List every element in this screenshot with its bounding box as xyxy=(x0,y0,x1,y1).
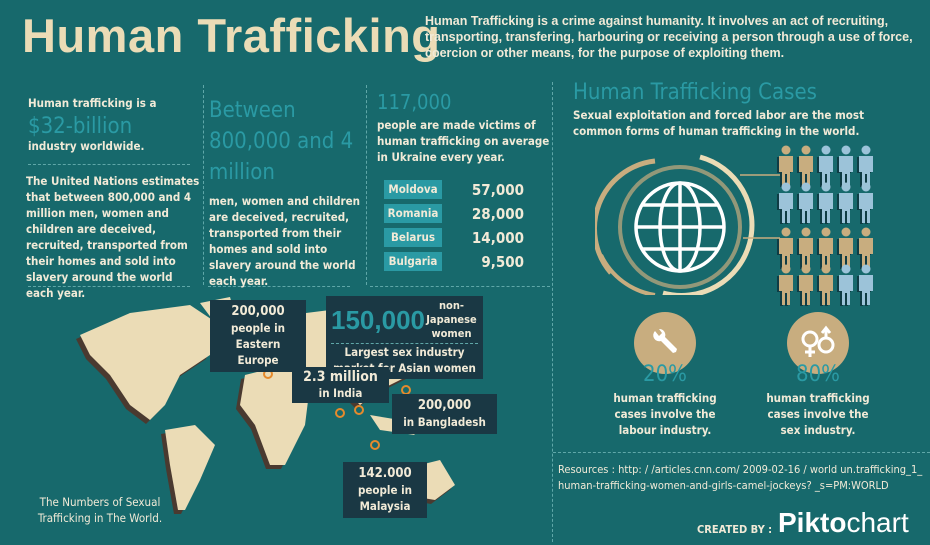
col1-highlight: $32-billion xyxy=(28,114,133,139)
map-caption: The Numbers of Sexual Trafficking in The… xyxy=(37,495,163,525)
divider xyxy=(203,85,204,285)
callout-number: 200,000 xyxy=(417,398,472,413)
country-row: Bulgaria 9,500 xyxy=(384,250,524,273)
col1-lead: Human trafficking is a xyxy=(28,96,157,110)
country-name: Belarus xyxy=(384,228,442,247)
country-name: Romania xyxy=(384,204,442,223)
labour-text: human trafficking cases involve the labo… xyxy=(613,391,717,437)
globe-icon xyxy=(595,154,780,295)
col3-highlight: 117,000 xyxy=(377,90,452,114)
callout-text: in Bangladesh xyxy=(403,415,486,429)
sex-text: human trafficking cases involve the sex … xyxy=(766,391,870,437)
location-pin[interactable] xyxy=(370,440,380,450)
country-row: Romania 28,000 xyxy=(384,202,524,225)
callout-number: 2.3 million xyxy=(303,369,378,385)
country-value: 57,000 xyxy=(471,180,524,199)
person-icon xyxy=(775,182,795,224)
callout-malaysia: 142.000 people in Malaysia xyxy=(343,462,427,518)
ring-arc xyxy=(662,154,755,295)
divider xyxy=(208,286,350,287)
labour-stat xyxy=(634,312,696,374)
person-icon xyxy=(835,182,855,224)
country-name: Moldova xyxy=(384,180,442,199)
callout-text: people in Eastern Europe xyxy=(230,321,285,367)
divider xyxy=(552,82,553,542)
person-icon xyxy=(795,182,815,224)
divider xyxy=(366,85,367,285)
divider xyxy=(370,286,550,287)
country-value: 28,000 xyxy=(471,204,524,223)
col2-body: men, women and children are deceived, re… xyxy=(209,194,360,288)
callout-number: 150,000 xyxy=(331,305,425,335)
country-value: 9,500 xyxy=(481,252,524,271)
callout-qualifier: non-Japanese women xyxy=(426,299,477,340)
person-icon xyxy=(835,145,855,187)
resources-text[interactable]: Resources : http: / /articles.cnn.com/ 2… xyxy=(558,463,923,492)
cases-subtitle: Sexual exploitation and forced labor are… xyxy=(573,108,865,138)
col1-body: The United Nations estimates that betwee… xyxy=(26,174,200,300)
sex-stat xyxy=(787,312,849,374)
person-icon xyxy=(835,264,855,306)
callout-text: people in Malaysia xyxy=(357,483,412,513)
people-grid xyxy=(775,145,885,306)
person-icon xyxy=(795,264,815,306)
callout-europe: 200,000 people in Eastern Europe xyxy=(210,300,306,372)
country-list: Moldova 57,000 Romania 28,000 Belarus 14,00… xyxy=(384,178,524,273)
divider xyxy=(28,286,190,287)
person-icon xyxy=(795,145,815,187)
person-icon xyxy=(775,227,795,269)
cases-title: Human Trafficking Cases xyxy=(573,80,817,105)
page-title: Human Trafficking xyxy=(22,9,441,62)
col3-body: people are made victims of human traffic… xyxy=(377,118,550,164)
piktochart-logo: Piktochart xyxy=(778,507,909,538)
col2-highlight: Between 800,000 and 4 million xyxy=(209,98,354,185)
person-icon xyxy=(835,227,855,269)
person-icon xyxy=(775,264,795,306)
location-pin[interactable] xyxy=(354,405,364,415)
person-icon xyxy=(855,264,875,306)
country-row: Belarus 14,000 xyxy=(384,226,524,249)
gender-icon xyxy=(787,312,849,374)
callout-number: 142.000 xyxy=(358,466,412,481)
country-value: 14,000 xyxy=(471,228,524,247)
sex-percent: 80% xyxy=(796,362,840,387)
person-icon xyxy=(815,145,835,187)
person-icon xyxy=(815,227,835,269)
callout-text: in India xyxy=(318,386,363,400)
country-row: Moldova 57,000 xyxy=(384,178,524,201)
divider xyxy=(28,164,190,165)
col1-tail: industry worldwide. xyxy=(28,139,145,153)
labour-percent: 20% xyxy=(643,362,687,387)
country-name: Bulgaria xyxy=(384,252,442,271)
callout-bangladesh: 200,000 in Bangladesh xyxy=(392,394,497,434)
created-by-label: CREATED BY : xyxy=(697,523,773,536)
callout-india: 2.3 million in India xyxy=(292,367,389,403)
wrench-icon xyxy=(634,312,696,374)
location-pin[interactable] xyxy=(335,408,345,418)
person-icon xyxy=(855,227,875,269)
callout-number: 200,000 xyxy=(231,304,285,319)
divider xyxy=(553,452,930,453)
person-icon xyxy=(815,264,835,306)
person-icon xyxy=(795,227,815,269)
person-icon xyxy=(815,182,835,224)
intro-text: Human Trafficking is a crime against hum… xyxy=(425,14,913,60)
person-icon xyxy=(855,182,875,224)
person-icon xyxy=(775,145,795,187)
ring-arc xyxy=(599,254,656,295)
person-icon xyxy=(855,145,875,187)
